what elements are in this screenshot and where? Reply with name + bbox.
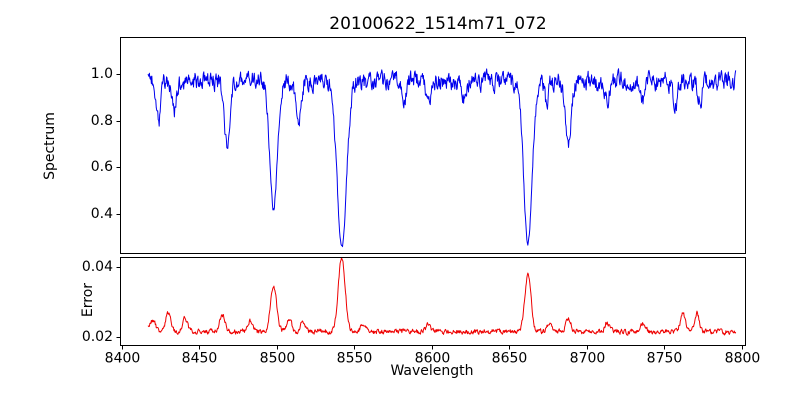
plot-title: 20100622_1514m71_072 (329, 14, 547, 34)
ylabel-spectrum: Spectrum (42, 112, 58, 180)
xlabel-wavelength: Wavelength (390, 363, 474, 379)
ylabel-error: Error (80, 282, 96, 318)
